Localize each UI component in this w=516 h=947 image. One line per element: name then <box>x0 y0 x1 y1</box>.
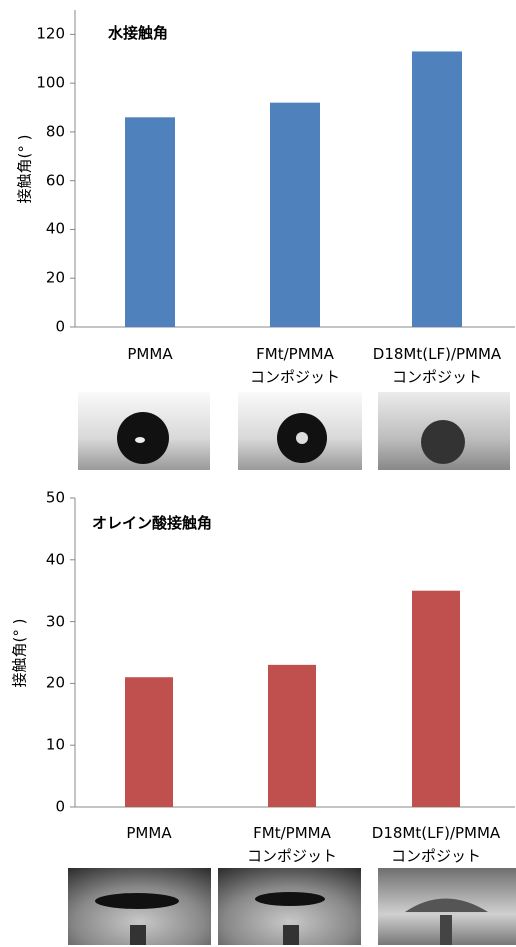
y-tick-label: 40 <box>15 548 65 571</box>
bar <box>125 117 175 327</box>
y-tick-label: 40 <box>15 218 65 241</box>
y-tick-label: 100 <box>15 72 65 95</box>
bar <box>125 677 173 807</box>
y-tick-label: 50 <box>15 487 65 510</box>
y-axis-label: 接触角(° ) <box>14 134 37 203</box>
chart <box>0 0 516 947</box>
page: 020406080100120水接触角接触角(° )PMMAFMt/PMMA コ… <box>0 0 516 947</box>
bar <box>412 591 460 807</box>
bar <box>270 103 320 327</box>
y-tick-label: 0 <box>15 316 65 339</box>
y-tick-label: 120 <box>15 23 65 46</box>
bar <box>412 51 462 327</box>
x-tick-label: D18Mt(LF)/PMMA コンポジット <box>351 822 516 868</box>
chart-title: 水接触角 <box>108 22 168 45</box>
chart-title: オレイン酸接触角 <box>92 512 212 535</box>
y-axis-label: 接触角(° ) <box>9 618 32 687</box>
bar <box>268 665 316 807</box>
y-tick-label: 0 <box>15 796 65 819</box>
y-tick-label: 10 <box>15 734 65 757</box>
x-tick-label: D18Mt(LF)/PMMA コンポジット <box>352 343 516 389</box>
y-tick-label: 20 <box>15 267 65 290</box>
